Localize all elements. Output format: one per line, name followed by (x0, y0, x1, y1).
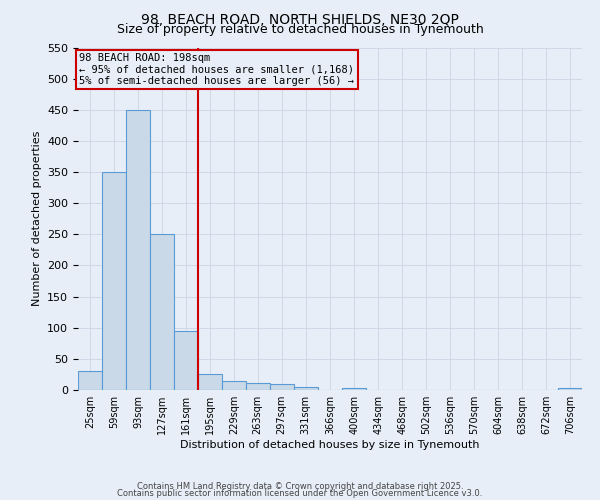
Bar (150, 234, 174, 390)
Bar (246, 382, 270, 390)
Bar (293, 387, 317, 390)
Bar (102, 172, 126, 390)
Text: 98, BEACH ROAD, NORTH SHIELDS, NE30 2QP: 98, BEACH ROAD, NORTH SHIELDS, NE30 2QP (141, 12, 459, 26)
X-axis label: Distribution of detached houses by size in Tynemouth: Distribution of detached houses by size … (180, 440, 480, 450)
Bar (198, 374, 222, 390)
Bar (558, 388, 582, 390)
Bar (174, 331, 198, 390)
Text: Contains public sector information licensed under the Open Government Licence v3: Contains public sector information licen… (118, 490, 482, 498)
Bar (126, 110, 150, 390)
Y-axis label: Number of detached properties: Number of detached properties (32, 131, 41, 306)
Text: Contains HM Land Registry data © Crown copyright and database right 2025.: Contains HM Land Registry data © Crown c… (137, 482, 463, 491)
Bar (343, 388, 367, 390)
Bar (78, 372, 102, 390)
Text: 98 BEACH ROAD: 198sqm
← 95% of detached houses are smaller (1,168)
5% of semi-de: 98 BEACH ROAD: 198sqm ← 95% of detached … (79, 52, 355, 86)
Bar (270, 384, 293, 390)
Bar (222, 380, 246, 390)
Text: Size of property relative to detached houses in Tynemouth: Size of property relative to detached ho… (116, 22, 484, 36)
